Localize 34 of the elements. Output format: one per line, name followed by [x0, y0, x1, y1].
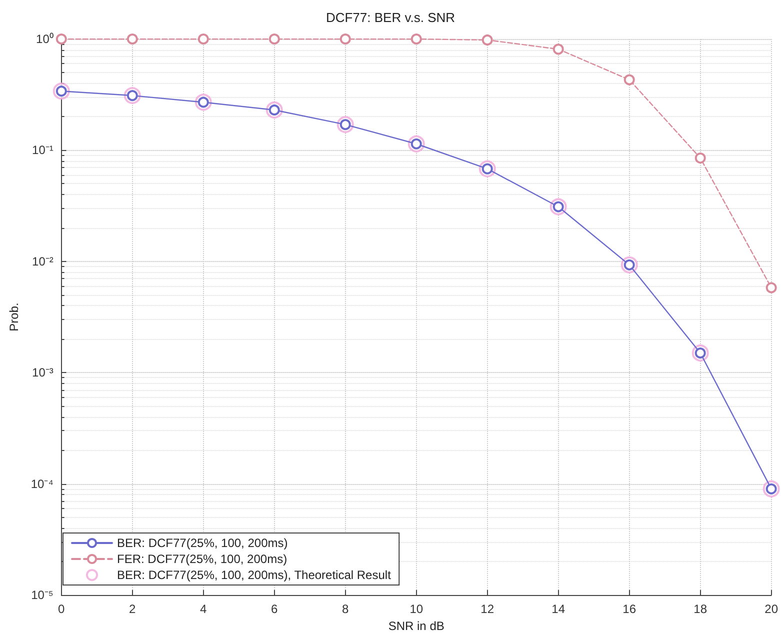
legend-label: BER: DCF77(25%, 100, 200ms) — [117, 536, 288, 550]
point — [766, 282, 777, 294]
point — [56, 34, 67, 44]
y-tick-label: 10⁻³ — [32, 366, 54, 380]
x-axis-title: SNR in dB — [388, 618, 444, 633]
legend-label: BER: DCF77(25%, 100, 200ms), Theoretical Result — [117, 568, 392, 582]
point — [198, 34, 209, 44]
legend-label: FER: DCF77(25%, 100, 200ms) — [117, 552, 288, 566]
x-tick-label: 10 — [410, 602, 424, 616]
point — [624, 74, 635, 86]
x-tick-label: 18 — [694, 602, 708, 616]
y-tick-label: 10⁻¹ — [32, 143, 54, 158]
x-tick-label: 12 — [480, 602, 494, 616]
y-tick-label: 10⁻² — [32, 254, 54, 268]
x-tick-label: 14 — [552, 602, 566, 616]
x-tick-label: 0 — [58, 602, 66, 616]
y-tick-label: 10⁻⁴ — [30, 476, 54, 491]
y-axis-title: Prob. — [7, 302, 21, 332]
x-tick-label: 6 — [271, 602, 278, 616]
x-tick-label: 20 — [764, 602, 778, 616]
y-tick-label: 10⁻⁵ — [31, 588, 54, 602]
point — [126, 34, 138, 44]
point — [482, 34, 493, 46]
point — [268, 34, 280, 44]
point — [410, 34, 422, 44]
x-tick-label: 16 — [622, 602, 636, 616]
x-tick-label: 2 — [129, 602, 136, 616]
point — [552, 44, 564, 55]
point — [340, 34, 351, 44]
y-tick-label: 10⁰ — [36, 32, 54, 46]
chart-title: DCF77: BER v.s. SNR — [326, 10, 456, 25]
x-tick-label: 4 — [200, 602, 208, 616]
point — [694, 152, 706, 164]
x-tick-label: 8 — [342, 602, 350, 616]
